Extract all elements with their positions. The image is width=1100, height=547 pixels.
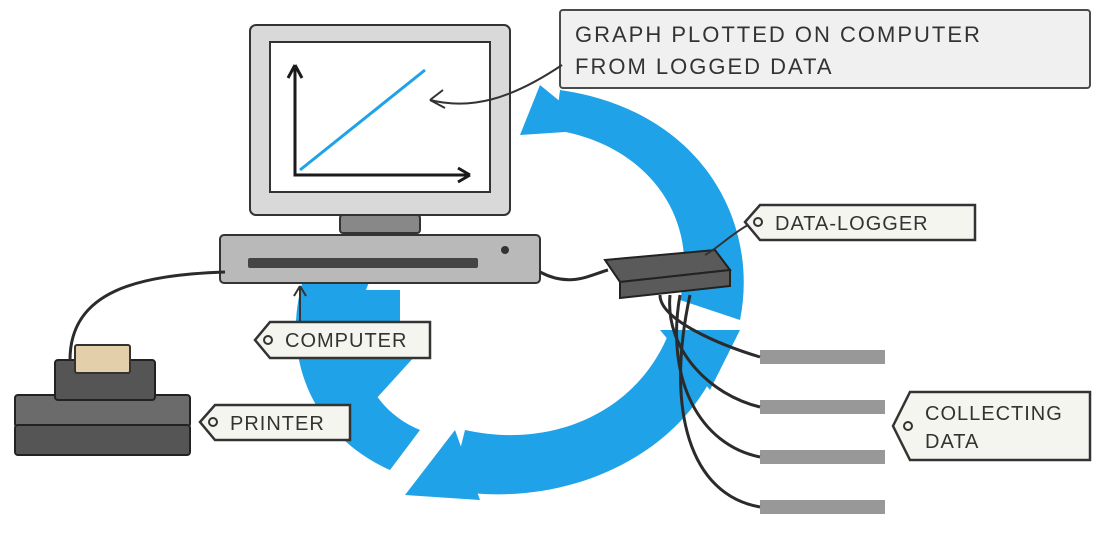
diagram-root: GRAPH PLOTTED ON COMPUTER FROM LOGGED DA… (0, 0, 1100, 547)
tag-printer: PRINTER (200, 405, 350, 440)
tag-printer-text: PRINTER (230, 413, 325, 435)
graph-caption-line2: FROM LOGGED DATA (575, 54, 834, 79)
printer (15, 345, 190, 455)
computer (220, 25, 540, 283)
tag-collecting-line1: COLLECTING (925, 403, 1063, 425)
tag-data-logger: DATA-LOGGER (705, 205, 975, 255)
tag-data-logger-text: DATA-LOGGER (775, 213, 929, 235)
tag-collecting-data: COLLECTING DATA (893, 392, 1090, 460)
graph-caption: GRAPH PLOTTED ON COMPUTER FROM LOGGED DA… (430, 10, 1090, 108)
tag-computer-text: COMPUTER (285, 330, 407, 352)
cable-computer-logger (540, 270, 608, 280)
sensor-bars (760, 350, 885, 514)
graph-caption-line1: GRAPH PLOTTED ON COMPUTER (575, 22, 982, 47)
tag-collecting-line2: DATA (925, 431, 979, 453)
